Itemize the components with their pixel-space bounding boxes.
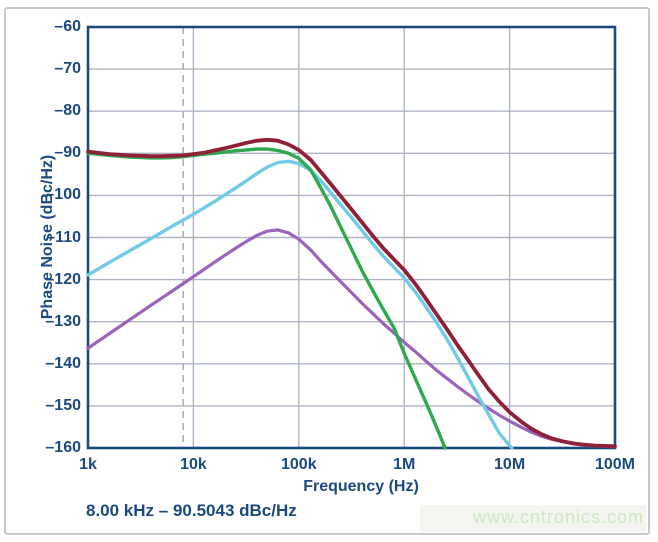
- watermark: www.cntronics.com: [472, 507, 644, 527]
- y-tick-label: –150: [45, 396, 81, 414]
- y-tick-label: –120: [45, 270, 81, 288]
- axes-box: [86, 25, 617, 450]
- series-dark-red-curve: [86, 137, 617, 449]
- x-axis-title: Frequency (Hz): [303, 478, 419, 495]
- y-tick-label: –90: [54, 144, 81, 162]
- y-tick-label: –80: [54, 102, 81, 120]
- y-tick-label: –130: [45, 312, 81, 330]
- y-tick-label: –160: [45, 439, 81, 456]
- y-tick-label: –60: [54, 18, 81, 35]
- series-green-curve: [86, 147, 447, 450]
- y-axis-title: Phase Noise (dBc/Hz): [39, 154, 56, 320]
- y-tick-label: –110: [46, 228, 81, 246]
- x-tick-label: 10k: [180, 456, 207, 473]
- x-tick-label: 10M: [494, 456, 526, 473]
- x-tick-label: 1M: [393, 456, 416, 473]
- x-tick-label: 1k: [79, 456, 97, 473]
- y-tick-label: –70: [54, 60, 81, 78]
- y-tick-label: –140: [45, 354, 81, 372]
- x-tick-label: 100M: [594, 456, 636, 473]
- series-purple-curve: [86, 228, 617, 449]
- series-cyan-curve: [86, 159, 514, 450]
- x-tick-label: 100k: [281, 456, 317, 473]
- watermark-background-strip: [420, 505, 646, 532]
- marker-readout: 8.00 kHz – 90.5043 dBc/Hz: [86, 501, 297, 520]
- y-tick-label: –100: [45, 186, 81, 204]
